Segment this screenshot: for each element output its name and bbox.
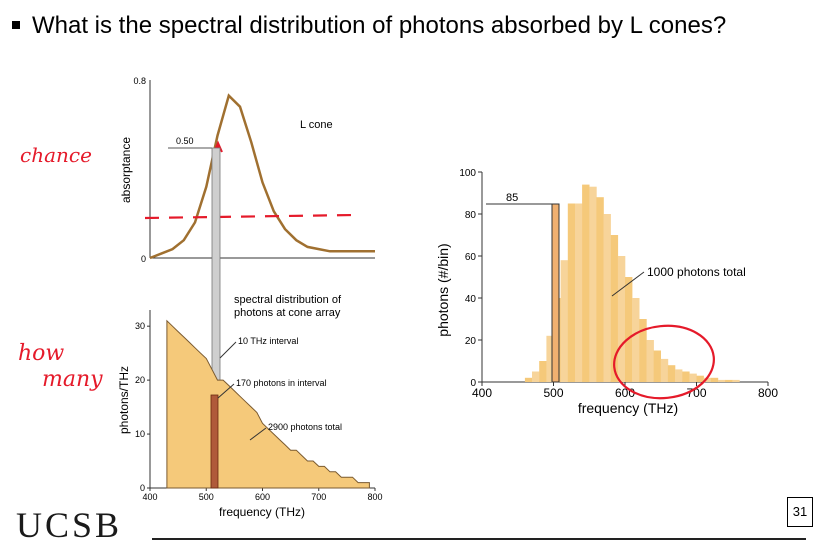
histogram-chart: photons (#/bin) 0 20 40 60 80 100 400 500 600 70… — [435, 168, 778, 416]
histogram-bar — [582, 184, 590, 382]
handwritten-how: how — [18, 341, 64, 366]
annotation-10thz-line — [219, 341, 237, 359]
histogram-ytick-label: 40 — [465, 294, 477, 305]
histogram-bar — [675, 369, 683, 382]
histogram-ytick-label: 80 — [465, 210, 477, 221]
photons-xtick-label: 500 — [199, 492, 214, 502]
histogram-bar — [696, 375, 704, 382]
histogram-bar — [539, 361, 547, 382]
slide-title: What is the spectral distribution of pho… — [12, 12, 726, 40]
histogram-bar — [610, 235, 619, 382]
total-label: 1000 photons total — [647, 265, 746, 279]
histogram-bar — [718, 379, 726, 382]
annotation-170-line — [217, 383, 235, 399]
histogram-bar — [632, 298, 640, 382]
annotation-spectral: spectral distribution of — [234, 294, 342, 306]
histogram-bar — [703, 377, 711, 382]
histogram-bar — [710, 377, 719, 382]
marker-85-label: 85 — [506, 192, 518, 204]
page-number: 31 — [787, 497, 813, 527]
histogram-xlabel: frequency (THz) — [578, 400, 678, 416]
photons-xtick-label: 800 — [367, 492, 382, 502]
bullet-icon — [12, 20, 20, 29]
histogram-bar — [682, 371, 690, 382]
histogram-bar — [589, 186, 597, 382]
histogram-ytick-label: 100 — [459, 168, 476, 179]
annotation-2900-line — [249, 427, 267, 441]
histogram-xtick-label: 400 — [472, 386, 492, 400]
tail-circle-annotation — [613, 324, 715, 400]
level-label: 0.50 — [176, 136, 194, 146]
photons-chart: photons/THz 0 10 20 30 400 500 600 700 800 freq… — [117, 294, 383, 519]
annotation-cone-array: photons at cone array — [234, 307, 341, 319]
histogram-bar — [725, 379, 733, 382]
total-label-line — [611, 271, 645, 297]
histogram-bar — [732, 379, 740, 382]
histogram-ytick-label: 20 — [465, 336, 477, 347]
absorptance-ylabel: absorptance — [119, 137, 133, 203]
histogram-ylabel: photons (#/bin) — [435, 243, 451, 336]
highlight-histogram-bin — [551, 203, 560, 383]
photons-xlabel: frequency (THz) — [219, 505, 305, 519]
histogram-bar — [660, 358, 669, 382]
annotation-10thz: 10 THz interval — [238, 336, 298, 346]
photons-ytick-label: 30 — [135, 321, 145, 331]
photons-ytick-label: 20 — [135, 375, 145, 385]
histogram-bar — [639, 319, 647, 382]
histogram-bar — [625, 277, 633, 382]
absorptance-zero-tick: 0 — [141, 254, 146, 264]
highlight-interval-bar — [210, 394, 219, 489]
histogram-bar — [567, 203, 576, 382]
histogram-bar — [689, 373, 697, 382]
photons-ytick-label: 0 — [140, 483, 145, 493]
photons-ylabel: photons/THz — [117, 366, 131, 434]
histogram-xtick-label: 500 — [543, 386, 563, 400]
photons-ytick-label: 10 — [135, 429, 145, 439]
histogram-bar — [603, 214, 611, 382]
histogram-bar — [617, 256, 626, 382]
histogram-xtick-label: 800 — [758, 386, 778, 400]
ucsb-logo: UCSB — [16, 505, 123, 545]
histogram-bar — [646, 340, 654, 382]
photons-xtick-label: 600 — [255, 492, 270, 502]
histogram-bar — [575, 203, 583, 382]
histogram-ytick-label: 60 — [465, 252, 477, 263]
histogram-xtick-label: 700 — [686, 386, 706, 400]
photons-xtick-label: 400 — [142, 492, 157, 502]
histogram-bar — [653, 350, 661, 382]
histogram-bar — [524, 377, 533, 382]
slide-title-text: What is the spectral distribution of pho… — [32, 12, 727, 39]
absorptance-chart: absorptance 0.8 0 0.50 L cone — [119, 76, 375, 264]
histogram-bar — [667, 365, 676, 382]
chance-dashed-line — [144, 213, 356, 220]
histogram-ytick-label: 0 — [470, 378, 476, 389]
histogram-xtick-label: 600 — [615, 386, 635, 400]
handwritten-chance: chance — [20, 143, 92, 167]
annotation-170: 170 photons in interval — [236, 378, 327, 388]
l-cone-absorptance-curve — [149, 93, 375, 260]
absorptance-top-tick: 0.8 — [133, 76, 146, 86]
handwritten-many: many — [42, 367, 103, 392]
photons-xtick-label: 700 — [311, 492, 326, 502]
histogram-bar — [596, 197, 604, 382]
histogram-bar — [546, 335, 554, 382]
annotation-2900: 2900 photons total — [268, 422, 342, 432]
l-cone-label: L cone — [300, 119, 333, 131]
histogram-bar — [532, 371, 540, 382]
histogram-bar — [560, 260, 568, 382]
footer-divider — [152, 538, 806, 540]
